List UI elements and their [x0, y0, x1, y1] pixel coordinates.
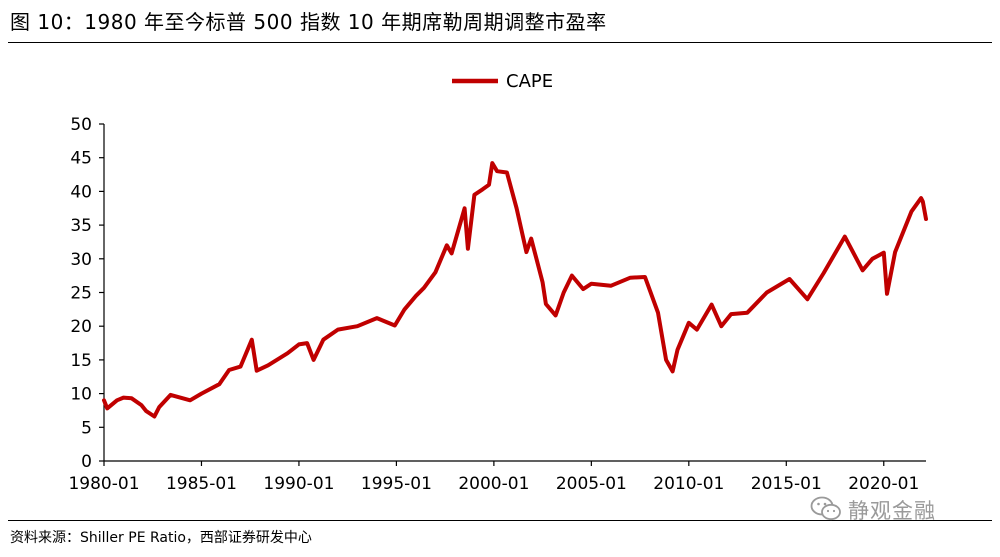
x-tick-label: 2005-01 — [556, 474, 627, 494]
y-tick-label: 35 — [70, 216, 92, 236]
series-line-cape — [102, 161, 928, 419]
y-tick-label: 0 — [81, 452, 92, 472]
x-tick-label: 2000-01 — [458, 474, 529, 494]
figure-title: 图 10：1980 年至今标普 500 指数 10 年期席勒周期调整市盈率 — [10, 10, 607, 34]
legend-label-cape: CAPE — [506, 71, 553, 92]
footer-rule — [8, 520, 992, 521]
x-tick-label: 2010-01 — [653, 474, 724, 494]
y-tick-label: 25 — [70, 284, 92, 304]
x-tick-label: 1995-01 — [361, 474, 432, 494]
source-note: 资料来源：Shiller PE Ratio，西部证券研发中心 — [10, 530, 312, 546]
chart-legend: CAPE — [452, 71, 553, 92]
y-axis: 0 5 10 15 20 25 30 35 40 45 50 — [70, 115, 105, 472]
x-tick-label: 1985-01 — [166, 474, 237, 494]
plot-area — [102, 161, 928, 419]
y-tick-label: 50 — [70, 115, 92, 135]
x-tick-label: 2015-01 — [751, 474, 822, 494]
cape-line-chart: CAPE 0 5 10 15 20 25 30 35 40 45 50 1980-01 1985-01… — [68, 71, 928, 494]
y-tick-label: 20 — [70, 317, 92, 337]
wechat-logo-icon — [810, 496, 841, 521]
x-axis: 1980-01 1985-01 1990-01 1995-01 2000-01 2005-… — [68, 460, 926, 494]
watermark-text: 静观金融 — [848, 499, 936, 523]
header-rule — [8, 42, 992, 43]
watermark: 静观金融 — [806, 493, 976, 525]
y-tick-label: 30 — [70, 250, 92, 270]
y-tick-label: 10 — [70, 385, 92, 405]
y-tick-label: 5 — [81, 418, 92, 438]
y-tick-label: 45 — [70, 149, 92, 169]
x-tick-label: 1980-01 — [68, 474, 139, 494]
y-tick-label: 40 — [70, 182, 92, 202]
x-tick-label: 2020-01 — [848, 474, 919, 494]
x-tick-label: 1990-01 — [263, 474, 334, 494]
y-tick-label: 15 — [70, 351, 92, 371]
